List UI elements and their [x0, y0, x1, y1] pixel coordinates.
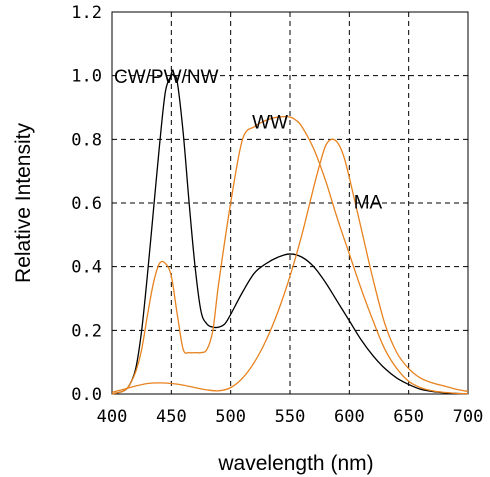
- series-line-cw-pw-nw: [111, 73, 469, 395]
- y-tick-label: 0.6: [71, 194, 102, 214]
- y-tick-label: 1.0: [71, 67, 102, 87]
- x-tick-label: 650: [393, 407, 424, 427]
- x-tick-label: 550: [275, 407, 306, 427]
- y-tick-label: 1.2: [71, 3, 102, 23]
- series-label-ww: WW: [252, 113, 288, 134]
- series-line-ma: [111, 138, 469, 394]
- x-tick-label: 500: [215, 407, 246, 427]
- series-label-ma: MA: [354, 192, 383, 213]
- x-tick-label: 600: [334, 407, 365, 427]
- x-tick-label: 450: [156, 407, 187, 427]
- series-layer: [111, 73, 469, 395]
- series-line-ww: [111, 116, 469, 395]
- x-tick-label: 700: [453, 407, 484, 427]
- y-tick-label: 0.0: [71, 385, 102, 405]
- plot-frame: [111, 11, 469, 395]
- x-axis-title: wavelength (nm): [217, 452, 373, 475]
- y-tick-labels: 0.0 0.2 0.4 0.6 0.8 1.0 1.2: [71, 3, 102, 405]
- y-tick-label: 0.8: [71, 130, 102, 150]
- grid-lines: [112, 12, 468, 394]
- series-label-cw-pw-nw: CW/PW/NW: [114, 67, 219, 88]
- y-tick-label: 0.2: [71, 321, 102, 341]
- series-labels: CW/PW/NW WW MA: [114, 67, 383, 213]
- x-tick-labels: 400 450 500 550 600 650 700: [97, 407, 484, 427]
- y-axis-title: Relative Intensity: [12, 123, 35, 283]
- x-tick-label: 400: [97, 407, 128, 427]
- y-tick-label: 0.4: [71, 258, 102, 278]
